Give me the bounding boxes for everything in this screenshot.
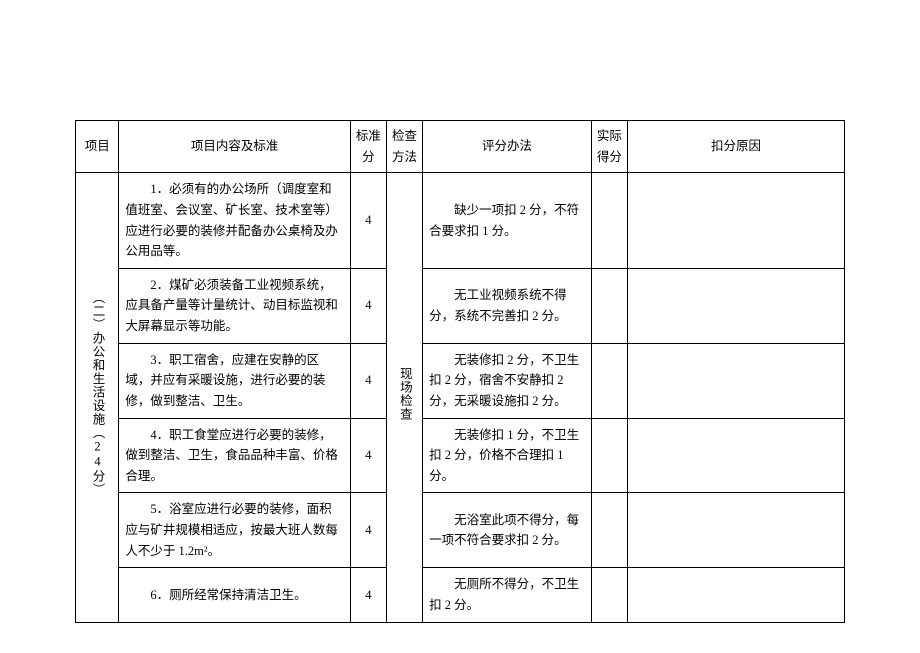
reason-cell <box>628 268 845 343</box>
content-cell: 4．职工食堂应进行必要的装修，做到整洁、卫生，食品品种丰富、价格合理。 <box>119 418 350 493</box>
table-row: 6．厕所经常保持清洁卫生。 4 无厕所不得分，不卫生扣 2 分。 <box>76 568 845 622</box>
reason-cell <box>628 568 845 622</box>
header-standard-score: 标准分 <box>350 121 386 173</box>
header-check-method: 检查方法 <box>386 121 422 173</box>
table-row: 4．职工食堂应进行必要的装修，做到整洁、卫生，食品品种丰富、价格合理。 4 无装… <box>76 418 845 493</box>
content-cell: 2．煤矿必须装备工业视频系统，应具备产量等计量统计、动目标监视和大屏幕显示等功能… <box>119 268 350 343</box>
scoring-cell: 无装修扣 2 分，不卫生扣 2 分，宿舍不安静扣 2 分，无采暖设施扣 2 分。 <box>423 343 592 418</box>
actual-score-cell <box>591 493 627 568</box>
actual-score-cell <box>591 268 627 343</box>
table-row: 5．浴室应进行必要的装修，面积应与矿井规模相适应，按最大班人数每人不少于 1.2… <box>76 493 845 568</box>
scoring-cell: 无厕所不得分，不卫生扣 2 分。 <box>423 568 592 622</box>
reason-cell <box>628 418 845 493</box>
reason-cell <box>628 173 845 269</box>
scoring-cell: 缺少一项扣 2 分，不符合要求扣 1 分。 <box>423 173 592 269</box>
standard-score-cell: 4 <box>350 418 386 493</box>
content-cell: 1．必须有的办公场所（调度室和值班室、会议室、矿长室、技术室等）应进行必要的装修… <box>119 173 350 269</box>
header-scoring-method: 评分办法 <box>423 121 592 173</box>
evaluation-table: 项目 项目内容及标准 标准分 检查方法 评分办法 实际得分 扣分原因 （二）办公… <box>75 120 845 623</box>
content-cell: 5．浴室应进行必要的装修，面积应与矿井规模相适应，按最大班人数每人不少于 1.2… <box>119 493 350 568</box>
actual-score-cell <box>591 173 627 269</box>
project-label-cell: （二）办公和生活设施（24分） <box>76 173 119 622</box>
content-cell: 6．厕所经常保持清洁卫生。 <box>119 568 350 622</box>
standard-score-cell: 4 <box>350 493 386 568</box>
actual-score-cell <box>591 343 627 418</box>
actual-score-cell <box>591 568 627 622</box>
table-row: （二）办公和生活设施（24分） 1．必须有的办公场所（调度室和值班室、会议室、矿… <box>76 173 845 269</box>
header-content: 项目内容及标准 <box>119 121 350 173</box>
table-header-row: 项目 项目内容及标准 标准分 检查方法 评分办法 实际得分 扣分原因 <box>76 121 845 173</box>
project-label: （二）办公和生活设施（24分） <box>87 291 108 497</box>
standard-score-cell: 4 <box>350 173 386 269</box>
header-deduction-reason: 扣分原因 <box>628 121 845 173</box>
check-method-value: 现场检查 <box>394 367 415 421</box>
scoring-cell: 无工业视频系统不得分，系统不完善扣 2 分。 <box>423 268 592 343</box>
content-cell: 3．职工宿舍，应建在安静的区域，并应有采暖设施，进行必要的装修，做到整洁、卫生。 <box>119 343 350 418</box>
scoring-cell: 无装修扣 1 分，不卫生扣 2 分，价格不合理扣 1 分。 <box>423 418 592 493</box>
header-actual-score: 实际得分 <box>591 121 627 173</box>
standard-score-cell: 4 <box>350 568 386 622</box>
standard-score-cell: 4 <box>350 268 386 343</box>
table-row: 2．煤矿必须装备工业视频系统，应具备产量等计量统计、动目标监视和大屏幕显示等功能… <box>76 268 845 343</box>
header-project: 项目 <box>76 121 119 173</box>
standard-score-cell: 4 <box>350 343 386 418</box>
actual-score-cell <box>591 418 627 493</box>
check-method-cell: 现场检查 <box>386 173 422 622</box>
table-row: 3．职工宿舍，应建在安静的区域，并应有采暖设施，进行必要的装修，做到整洁、卫生。… <box>76 343 845 418</box>
reason-cell <box>628 343 845 418</box>
reason-cell <box>628 493 845 568</box>
scoring-cell: 无浴室此项不得分，每一项不符合要求扣 2 分。 <box>423 493 592 568</box>
